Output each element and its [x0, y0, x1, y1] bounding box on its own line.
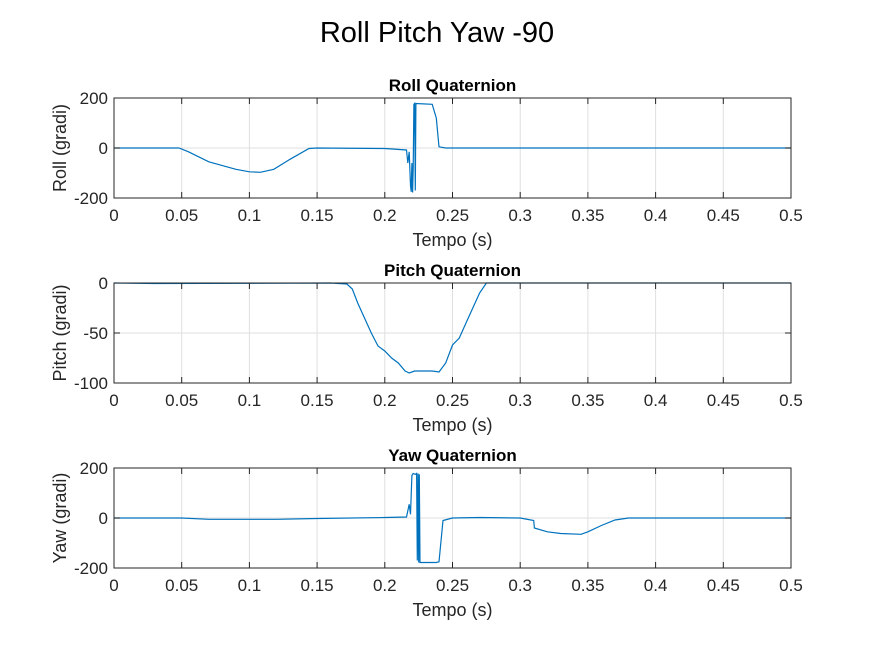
yaw-x-axis-label: Tempo (s)	[412, 600, 492, 620]
x-tick-label: 0.2	[373, 206, 397, 225]
x-tick-label: 0.3	[508, 576, 532, 595]
x-tick-label: 0.05	[165, 206, 198, 225]
x-tick-label: 0.15	[301, 576, 334, 595]
pitch-axes: 0 0.05 0.1 0.15 0.2 0.25 0.3 0.35 0.4 0.45 0.5 0 -50…	[50, 261, 803, 435]
x-tick-label: 0.5	[779, 206, 803, 225]
yaw-axes-title: Yaw Quaternion	[388, 446, 516, 465]
x-tick-label: 0.25	[436, 576, 469, 595]
x-tick-label: 0.5	[779, 576, 803, 595]
roll-series-line	[114, 101, 791, 193]
x-tick-label: 0.3	[508, 391, 532, 410]
y-tick-label: 200	[80, 459, 108, 478]
x-tick-label: 0.35	[571, 391, 604, 410]
pitch-axes-title: Pitch Quaternion	[384, 261, 521, 280]
y-tick-label: 200	[80, 89, 108, 108]
roll-axes: 0 0.05 0.1 0.15 0.2 0.25 0.3 0.35 0.4 0.45 0.5 200 0…	[50, 76, 803, 250]
x-tick-label: 0.4	[644, 391, 668, 410]
x-tick-label: 0.4	[644, 576, 668, 595]
x-tick-label: 0.2	[373, 576, 397, 595]
x-tick-label: 0.25	[436, 206, 469, 225]
pitch-series-line	[113, 282, 791, 374]
x-tick-label: 0.25	[436, 391, 469, 410]
figure-title: Roll Pitch Yaw -90	[320, 17, 554, 49]
yaw-y-axis-label: Yaw (gradi)	[50, 473, 70, 564]
x-tick-label: 0.1	[238, 576, 262, 595]
roll-y-axis-label: Roll (gradi)	[50, 104, 70, 192]
x-tick-label: 0.35	[571, 206, 604, 225]
pitch-x-axis-label: Tempo (s)	[412, 415, 492, 435]
y-tick-label: -100	[74, 374, 108, 393]
y-tick-label: -200	[74, 189, 108, 208]
x-tick-label: 0.4	[644, 206, 668, 225]
x-tick-label: 0.15	[301, 391, 334, 410]
x-tick-label: 0	[109, 391, 118, 410]
x-tick-label: 0.15	[301, 206, 334, 225]
y-tick-label: 0	[99, 274, 108, 293]
yaw-series-line	[114, 472, 791, 564]
x-tick-label: 0.5	[779, 391, 803, 410]
x-tick-label: 0.45	[707, 576, 740, 595]
x-tick-label: 0.05	[165, 391, 198, 410]
y-tick-label: -200	[74, 559, 108, 578]
y-tick-label: 0	[99, 509, 108, 528]
roll-axes-title: Roll Quaternion	[389, 76, 517, 95]
x-tick-label: 0	[109, 576, 118, 595]
x-tick-label: 0.45	[707, 206, 740, 225]
x-tick-label: 0.45	[707, 391, 740, 410]
x-tick-label: 0.05	[165, 576, 198, 595]
x-tick-label: 0	[109, 206, 118, 225]
pitch-y-axis-label: Pitch (gradi)	[50, 284, 70, 381]
x-tick-label: 0.1	[238, 391, 262, 410]
x-tick-label: 0.2	[373, 391, 397, 410]
x-tick-label: 0.3	[508, 206, 532, 225]
x-tick-label: 0.35	[571, 576, 604, 595]
y-tick-label: -50	[83, 324, 108, 343]
roll-x-axis-label: Tempo (s)	[412, 230, 492, 250]
yaw-axes: 0 0.05 0.1 0.15 0.2 0.25 0.3 0.35 0.4 0.45 0.5 200 0…	[50, 446, 803, 620]
y-tick-label: 0	[99, 139, 108, 158]
x-tick-label: 0.1	[238, 206, 262, 225]
